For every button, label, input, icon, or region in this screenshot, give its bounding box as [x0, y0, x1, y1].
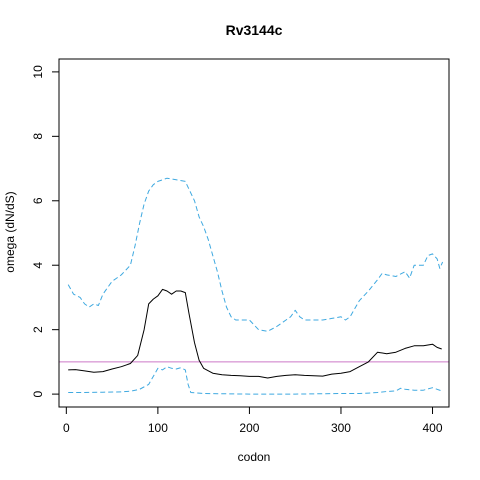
chart-title: Rv3144c [226, 22, 283, 38]
series-layer [67, 177, 444, 395]
series-line-estimate [68, 288, 442, 379]
y-tick-label: 2 [31, 326, 45, 333]
series-line-upper [67, 177, 444, 332]
x-tick-label: 300 [331, 421, 351, 435]
x-tick-label: 0 [63, 421, 70, 435]
y-tick-label: 6 [31, 197, 45, 204]
y-tick-label: 4 [31, 262, 45, 269]
plot-frame [58, 58, 450, 408]
series-line-lower [68, 366, 442, 395]
x-tick-label: 200 [239, 421, 259, 435]
axes-layer: 0 100 200 300 400 0 2 4 6 8 10 [31, 65, 443, 435]
x-tick-label: 100 [148, 421, 168, 435]
x-axis-label: codon [238, 450, 271, 464]
y-tick-label: 0 [31, 390, 45, 397]
y-tick-label: 8 [31, 133, 45, 140]
x-tick-label: 400 [423, 421, 443, 435]
y-tick-label: 10 [31, 65, 45, 79]
y-axis-label: omega (dN/dS) [3, 191, 17, 272]
